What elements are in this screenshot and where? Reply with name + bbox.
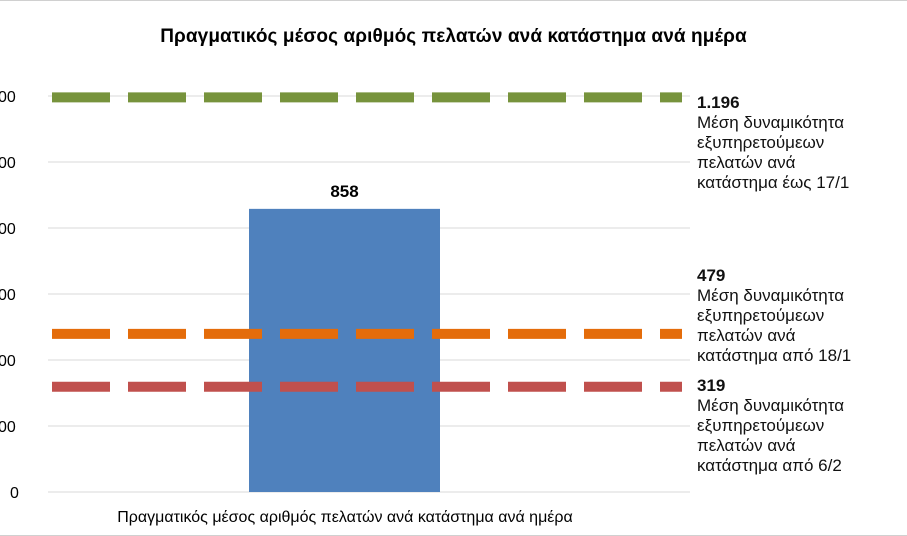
reference-description: Μέση δυναμικότητα εξυπηρετούμεων πελατών… [697,113,850,192]
y-tick-label: 00 [0,419,16,436]
reference-label-capacity-until-17-1: 1.196 Μέση δυναμικότητα εξυπηρετούμεων π… [697,93,907,193]
reference-description: Μέση δυναμικότητα εξυπηρετούμεων πελατών… [697,286,852,365]
y-tick-label: 00 [0,89,16,106]
y-tick-label: 00 [0,221,16,238]
y-tick-label: 0 [10,485,19,502]
x-category-label: Πραγματικός μέσος αριθμός πελατών ανά κα… [117,509,573,526]
reference-description: Μέση δυναμικότητα εξυπηρετούμεων πελατών… [697,396,845,475]
reference-value: 319 [697,376,726,395]
y-tick-label: 00 [0,353,16,370]
bar-data-label: 858 [330,182,358,201]
reference-label-capacity-from-6-2: 319 Μέση δυναμικότητα εξυπηρετούμεων πελ… [697,376,907,476]
y-tick-label: 00 [0,155,16,172]
chart-title: Πραγματικός μέσος αριθμός πελατών ανά κα… [160,26,747,47]
y-tick-label: 00 [0,287,16,304]
bar-actual-average [249,208,440,493]
reference-value: 1.196 [697,93,740,112]
reference-label-capacity-from-18-1: 479 Μέση δυναμικότητα εξυπηρετούμεων πελ… [697,266,907,366]
reference-value: 479 [697,266,726,285]
